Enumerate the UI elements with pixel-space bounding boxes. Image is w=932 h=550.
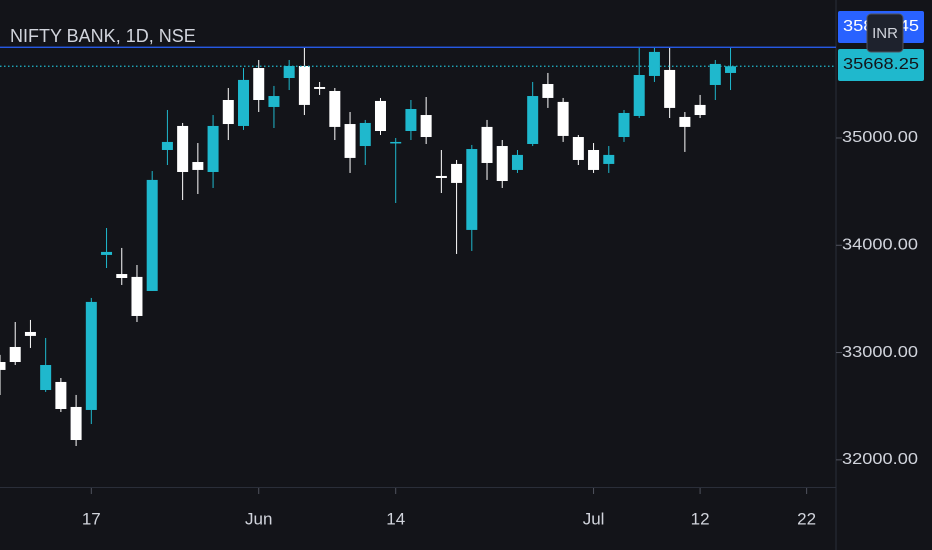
currency-badge — [866, 13, 904, 53]
candle-body — [161, 141, 173, 150]
candle-body — [207, 125, 219, 172]
candle-body — [557, 101, 569, 136]
candle-body — [572, 137, 584, 160]
candle-body — [496, 146, 508, 182]
candle-body — [146, 179, 158, 291]
candle-body — [222, 99, 234, 125]
candle-body — [618, 112, 630, 138]
candle-body — [253, 68, 265, 100]
candle-body — [283, 65, 295, 79]
currency-label: INR — [872, 25, 898, 42]
x-tick-label: 17 — [82, 509, 101, 528]
y-tick-label: 35000.00 — [842, 129, 918, 146]
candle-body — [603, 154, 615, 164]
candle-body — [633, 74, 645, 116]
candle-body — [359, 122, 371, 147]
candle-body — [131, 276, 143, 316]
candle-body — [85, 301, 97, 410]
candle-body — [329, 90, 341, 127]
candle-body — [192, 162, 204, 170]
candle-body — [527, 96, 539, 144]
candle-body — [344, 124, 356, 158]
candle-body — [40, 365, 52, 391]
candle-body — [451, 163, 463, 183]
candle-body — [374, 100, 386, 132]
x-tick-label: Jul — [583, 509, 605, 528]
candle-body — [435, 175, 447, 178]
price-label: 35668.25 — [843, 56, 919, 73]
x-tick-label: Jun — [245, 509, 272, 528]
y-tick-label: 34000.00 — [842, 236, 918, 253]
x-tick-label: 22 — [797, 509, 816, 528]
candle-body — [648, 51, 660, 76]
candle-body — [511, 154, 523, 170]
candle-body — [24, 331, 36, 336]
plot: 32000.00 33000.00 34000.00 35000.00 17 Jun 14 J… — [0, 46, 918, 528]
candle-body — [314, 87, 326, 89]
candle-body — [725, 66, 737, 73]
candle-body — [101, 251, 113, 255]
x-tick-label: 14 — [386, 509, 405, 528]
candle-body — [9, 346, 21, 363]
candle-body — [694, 104, 706, 116]
candle-body — [116, 274, 128, 278]
candle-body — [177, 125, 189, 172]
y-tick-label: 32000.00 — [842, 451, 918, 468]
candle-body — [405, 109, 417, 132]
candle-body — [664, 69, 676, 108]
candle-body — [420, 115, 432, 138]
candle-body — [70, 406, 82, 441]
candle-body — [268, 96, 280, 107]
candle-body — [298, 65, 310, 105]
candle-body — [588, 149, 600, 170]
candle-body — [238, 79, 250, 126]
candle-body — [542, 84, 554, 98]
candle-body — [709, 63, 721, 85]
candle-body — [466, 149, 478, 230]
y-tick-label: 33000.00 — [842, 344, 918, 361]
candle-body — [481, 126, 493, 163]
chart-title: NIFTY BANK, 1D, NSE — [10, 26, 196, 46]
price-label-box — [838, 49, 924, 81]
candle-body — [679, 116, 691, 127]
candle-body — [0, 362, 6, 370]
candle-body — [55, 381, 67, 409]
candle-body — [390, 141, 402, 144]
x-tick-label: 12 — [691, 509, 710, 528]
